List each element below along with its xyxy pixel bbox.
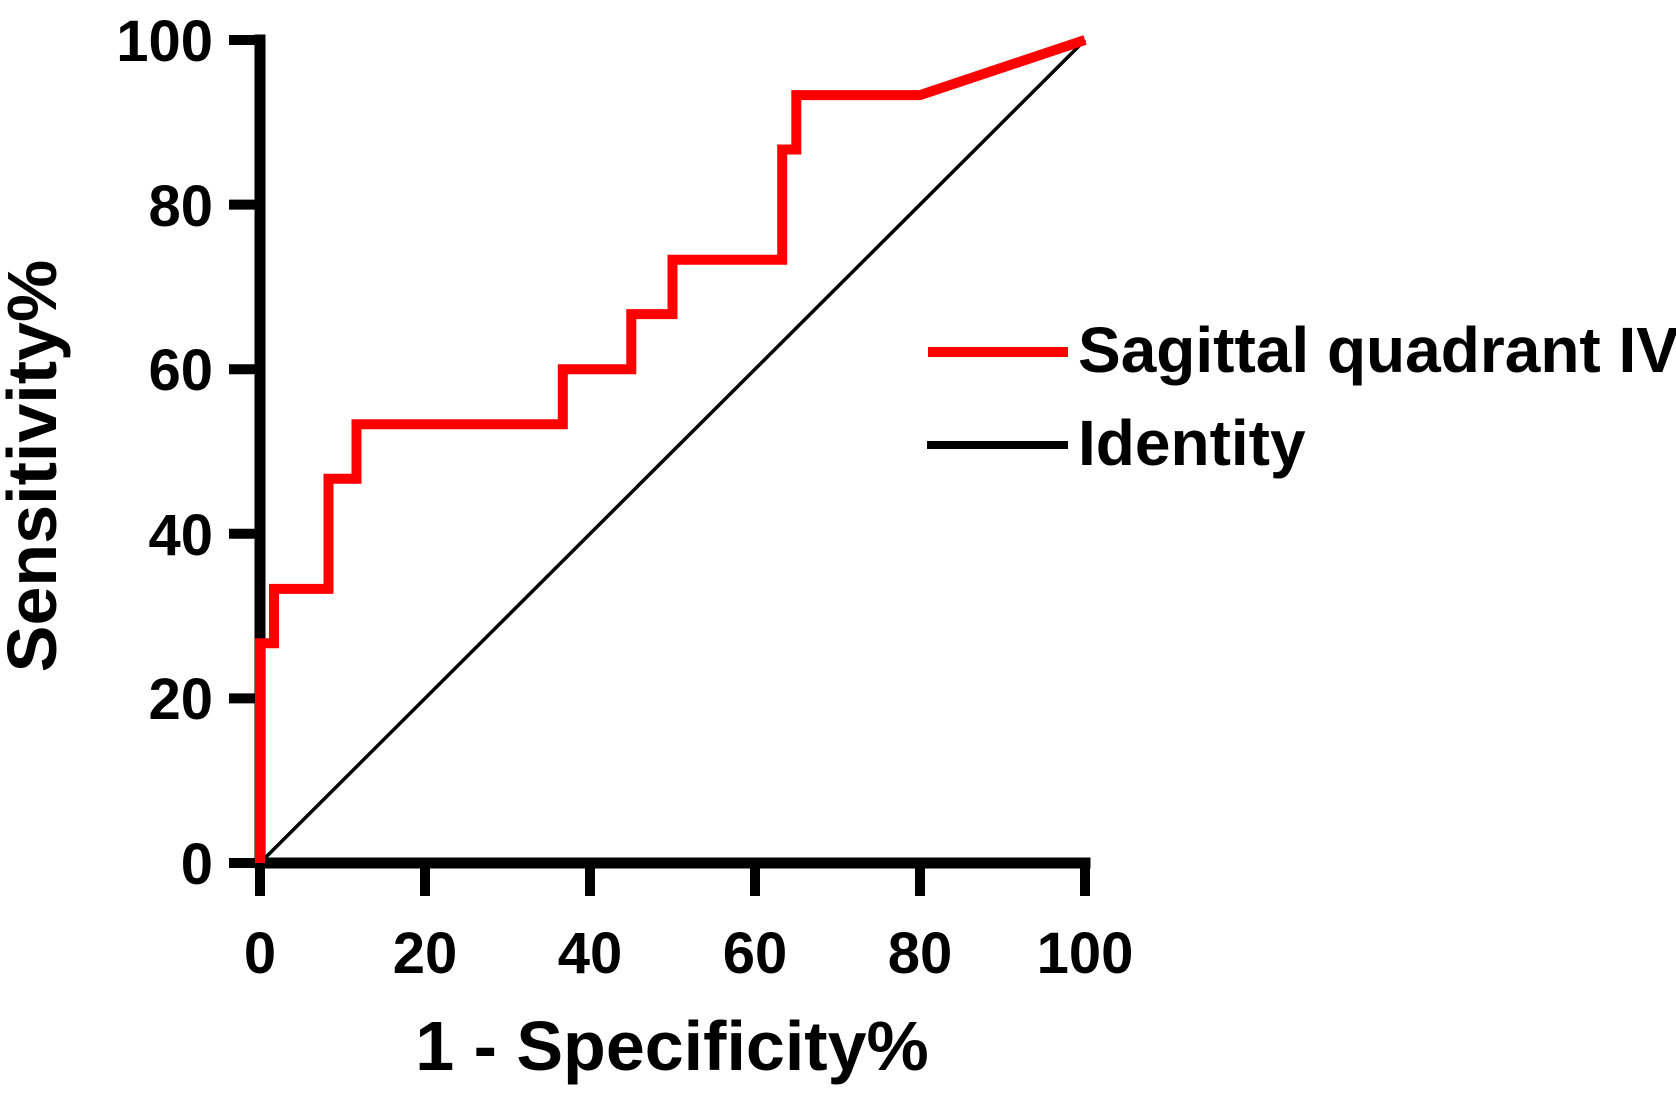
x-tick-label-40: 40	[558, 921, 623, 986]
x-tick-label-0: 0	[244, 921, 276, 986]
y-axis-title: Sensitivity%	[0, 260, 71, 672]
legend-label-identity: Identity	[1078, 407, 1306, 479]
y-tick-label-100: 100	[116, 9, 213, 74]
plot-area	[255, 35, 1087, 865]
x-tick-label-60: 60	[723, 921, 788, 986]
y-axis: 0 20 40 60 80 100 Sensitivity%	[0, 9, 266, 897]
y-tick-label-80: 80	[148, 174, 213, 239]
x-tick-label-20: 20	[393, 921, 458, 986]
x-tick-label-100: 100	[1037, 921, 1134, 986]
x-tick-label-80: 80	[888, 921, 953, 986]
legend-label-roc: Sagittal quadrant IV	[1078, 314, 1676, 386]
y-tick-label-0: 0	[181, 832, 213, 897]
roc-curve-sagittal-quadrant-iv	[255, 35, 1087, 863]
y-tick-label-20: 20	[148, 667, 213, 732]
y-tick-label-60: 60	[148, 338, 213, 403]
x-axis-title: 1 - Specificity%	[415, 1007, 929, 1085]
legend: Sagittal quadrant IV Identity	[927, 314, 1676, 479]
x-axis: 0 20 40 60 80 100 1 - Specificity%	[244, 857, 1134, 1085]
identity-line	[258, 38, 1087, 865]
y-tick-label-40: 40	[148, 503, 213, 568]
